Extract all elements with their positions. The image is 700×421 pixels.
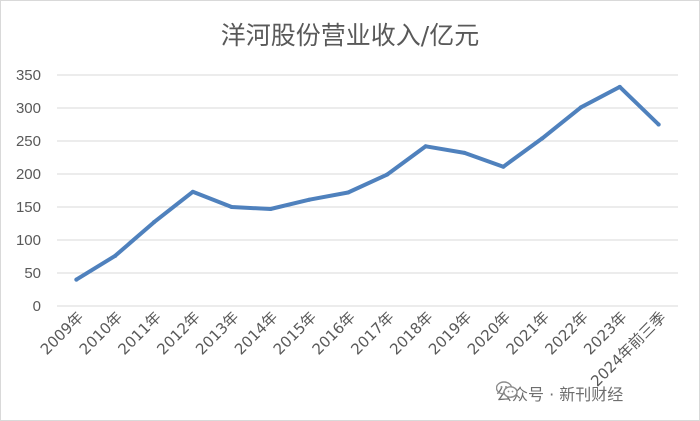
y-tick-label: 250	[16, 133, 41, 150]
watermark-label: 公众号 · 新刊财经	[496, 385, 624, 404]
y-tick-label: 350	[16, 67, 41, 84]
y-tick-label: 50	[24, 265, 41, 282]
data-point	[540, 136, 545, 141]
data-point	[346, 190, 351, 195]
x-axis: 2009年2010年2011年2012年2013年2014年2015年2016年…	[37, 308, 670, 390]
series	[74, 84, 661, 282]
data-point	[113, 253, 118, 258]
y-tick-label: 100	[16, 232, 41, 249]
y-tick-label: 200	[16, 166, 41, 183]
data-point	[617, 84, 622, 89]
data-point	[307, 197, 312, 202]
data-point	[152, 220, 157, 225]
wechat-icon	[496, 381, 518, 398]
data-point	[656, 122, 661, 127]
y-tick-label: 150	[16, 199, 41, 216]
watermark: 公众号 · 新刊财经	[496, 381, 623, 405]
data-point	[74, 277, 79, 282]
y-tick-label: 300	[16, 100, 41, 117]
y-axis: 0 50 100 150 200 250 300 350	[16, 67, 41, 315]
data-point	[384, 172, 389, 177]
data-point	[229, 205, 234, 209]
y-tick-label: 0	[33, 298, 41, 315]
data-point	[268, 206, 273, 211]
series-line	[74, 84, 661, 282]
data-point	[578, 105, 583, 110]
data-point	[462, 150, 467, 155]
chart-title: 洋河股份营业收入/亿元	[220, 21, 480, 50]
data-point	[423, 144, 428, 149]
gridlines	[57, 74, 678, 307]
data-point	[190, 189, 195, 194]
data-point	[501, 164, 506, 169]
